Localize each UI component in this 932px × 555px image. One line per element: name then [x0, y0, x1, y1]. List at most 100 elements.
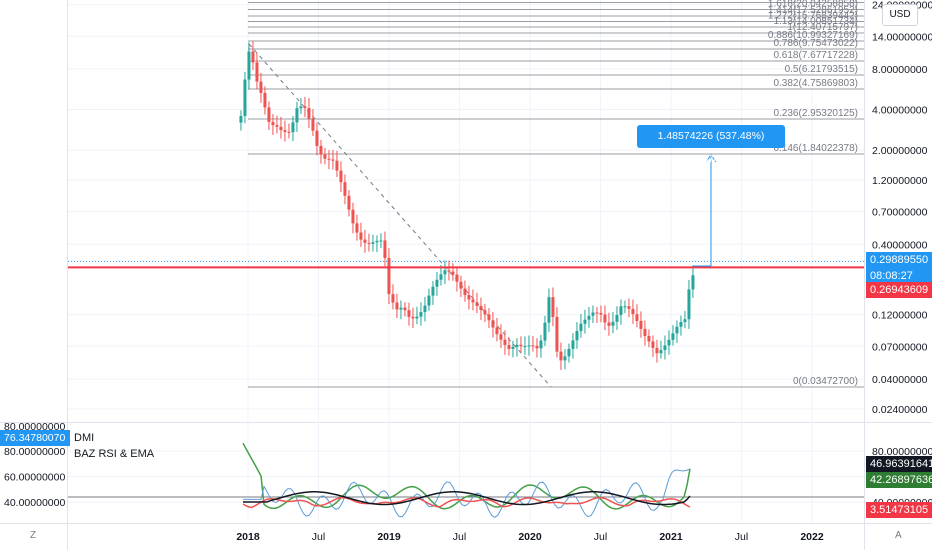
candle-body	[603, 314, 607, 323]
candle-body	[527, 345, 531, 347]
time-axis-label: 2022	[800, 531, 824, 543]
time-axis-label: Jul	[453, 531, 466, 543]
candle-body	[323, 154, 327, 159]
candle-body	[347, 195, 351, 210]
candle-body	[555, 316, 559, 352]
candle-body	[351, 209, 355, 224]
candle-body	[379, 240, 383, 242]
candle-body	[267, 107, 271, 122]
candle-body	[551, 297, 555, 317]
candle-body	[423, 305, 427, 313]
candle-body	[243, 79, 247, 117]
rsi-line	[243, 468, 691, 518]
candle-body	[419, 312, 423, 317]
candle-body	[407, 310, 411, 317]
candle-body	[459, 281, 463, 289]
measure-arrowhead	[705, 154, 717, 163]
dmi-minus-line	[242, 496, 691, 509]
indicator-tag-red: 3.51473105	[866, 502, 932, 518]
candle-body	[251, 51, 255, 63]
candle-body	[671, 333, 675, 340]
candle-body	[403, 307, 407, 311]
indicator-tag-green: 42.26897636	[866, 472, 932, 488]
candle-body	[295, 108, 299, 123]
candle-body	[499, 334, 503, 340]
candle-body	[615, 314, 619, 322]
candle-body	[635, 314, 639, 321]
fib-level-label: 1.414(17.52861952)	[768, 5, 858, 16]
candle-body	[659, 350, 663, 354]
candle-body	[391, 294, 395, 303]
candle-body	[283, 130, 287, 132]
candle-body	[463, 288, 467, 296]
ind-left-axis-label: 60.00000000	[4, 472, 65, 484]
price-axis-label: 14.00000000	[872, 31, 932, 43]
currency-button[interactable]: USD	[882, 4, 918, 26]
candle-body	[563, 356, 567, 361]
time-axis-label: 2020	[518, 531, 542, 543]
measure-callout: 1.48574226 (537.48%) 148574226	[637, 125, 785, 165]
price-axis-label: 0.07000000	[872, 341, 928, 353]
time-axis-label: 2019	[377, 531, 401, 543]
candle-body	[607, 322, 611, 326]
candle-body	[307, 108, 311, 119]
candle-body	[467, 295, 471, 300]
candle-body	[331, 159, 335, 161]
candle-body	[471, 299, 475, 303]
log-scale-z[interactable]: Z	[30, 530, 37, 541]
auto-scale-a[interactable]: A	[895, 530, 902, 541]
candle-body	[343, 182, 347, 196]
candle-body	[279, 126, 283, 131]
candle-body	[623, 306, 627, 308]
candle-body	[539, 340, 543, 349]
candle-body	[595, 312, 599, 314]
candle-body	[399, 307, 403, 310]
candle-body	[415, 316, 419, 319]
candle-body	[547, 297, 551, 323]
price-axis-label: 0.12000000	[872, 310, 928, 322]
candle-body	[579, 323, 583, 332]
candle-body	[327, 158, 331, 160]
candle-body	[675, 326, 679, 334]
candle-body	[363, 239, 367, 243]
candle-body	[427, 295, 431, 306]
candle-body	[355, 223, 359, 233]
price-axis-label: 0.40000000	[872, 239, 928, 251]
candle-body	[575, 331, 579, 341]
candle-body	[519, 344, 523, 347]
fibonacci-retracement: 2(24.76755961)1.618(20.04258858)1.414(17…	[248, 0, 864, 388]
candle-body	[239, 116, 243, 123]
candle-body	[515, 344, 519, 347]
candle-body	[667, 339, 671, 346]
price-axis-label: 2.00000000	[872, 145, 928, 157]
candle-body	[335, 160, 339, 171]
price-axis-label: 4.00000000	[872, 105, 928, 117]
candle-body	[687, 289, 691, 320]
candle-body	[275, 125, 279, 127]
ema-line	[243, 491, 691, 506]
fib-level-label: 0.382(4.75869803)	[773, 78, 858, 89]
rsi-ema-label[interactable]: BAZ RSI & EMA	[74, 448, 155, 460]
candle-body	[287, 131, 291, 133]
candle-body	[599, 312, 603, 315]
candle-body	[263, 92, 267, 108]
candle-body	[319, 145, 323, 155]
candle-body	[643, 328, 647, 336]
candle-body	[495, 327, 499, 335]
candle-body	[359, 232, 363, 240]
countdown: 08:08:27	[870, 270, 913, 282]
candle-body	[583, 319, 587, 324]
price-axis-label: 1.20000000	[872, 175, 928, 187]
candle-body	[299, 106, 303, 109]
indicator-tag-black: 46.96391641	[866, 456, 932, 472]
candle-body	[639, 320, 643, 329]
candle-body	[631, 308, 635, 315]
last-price-tag: 0.29889550 08:08:27	[866, 252, 932, 282]
candle-body	[535, 345, 539, 349]
dmi-label[interactable]: DMI	[74, 432, 95, 444]
candle-body	[435, 279, 439, 287]
candle-body	[455, 274, 459, 282]
candle-body	[591, 312, 595, 316]
